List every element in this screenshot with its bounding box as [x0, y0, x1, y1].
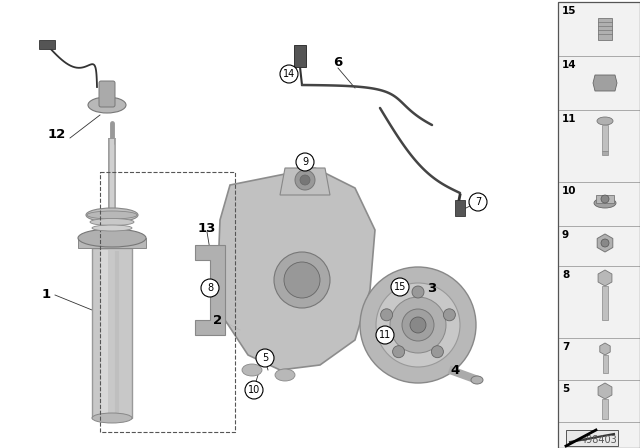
Text: 8: 8	[207, 283, 213, 293]
Circle shape	[300, 175, 310, 185]
Text: 11: 11	[562, 114, 577, 124]
Bar	[100, 172, 235, 432]
Bar	[558, 338, 640, 380]
Bar	[602, 125, 608, 151]
Text: 8: 8	[562, 270, 569, 280]
Text: 9: 9	[302, 157, 308, 167]
Circle shape	[391, 278, 409, 296]
Text: 3: 3	[428, 281, 436, 294]
Bar	[602, 151, 608, 155]
Circle shape	[601, 195, 609, 203]
Bar	[558, 110, 640, 182]
Ellipse shape	[594, 198, 616, 208]
Circle shape	[295, 170, 315, 190]
Ellipse shape	[87, 211, 137, 219]
Circle shape	[280, 65, 298, 83]
Circle shape	[360, 267, 476, 383]
Ellipse shape	[242, 364, 262, 376]
Text: 15: 15	[394, 282, 406, 292]
Polygon shape	[600, 343, 610, 355]
Bar	[455, 200, 465, 216]
Text: 7: 7	[475, 197, 481, 207]
Polygon shape	[593, 75, 617, 91]
Circle shape	[392, 346, 404, 358]
Bar	[558, 2, 640, 56]
Ellipse shape	[90, 219, 134, 225]
Polygon shape	[598, 383, 612, 399]
Polygon shape	[598, 270, 612, 286]
Bar	[78, 238, 146, 248]
Text: 9: 9	[562, 230, 569, 240]
Circle shape	[601, 239, 609, 247]
Text: 12: 12	[48, 129, 66, 142]
Bar	[558, 2, 640, 448]
Circle shape	[274, 252, 330, 308]
Text: 10: 10	[562, 186, 577, 196]
Polygon shape	[596, 195, 614, 203]
Bar	[558, 422, 640, 448]
Circle shape	[402, 309, 434, 341]
Text: 7: 7	[562, 342, 570, 352]
Ellipse shape	[92, 413, 132, 423]
Polygon shape	[218, 168, 375, 370]
Text: 11: 11	[379, 330, 391, 340]
Bar	[602, 355, 607, 373]
Text: 15: 15	[562, 6, 577, 16]
Polygon shape	[597, 234, 612, 252]
Ellipse shape	[92, 225, 132, 231]
Circle shape	[381, 309, 392, 321]
Circle shape	[296, 153, 314, 171]
Circle shape	[376, 283, 460, 367]
Text: 1: 1	[42, 289, 51, 302]
Text: 5: 5	[262, 353, 268, 363]
Circle shape	[390, 297, 446, 353]
Bar	[558, 226, 640, 266]
Text: 5: 5	[562, 384, 569, 394]
Bar	[558, 56, 640, 110]
Circle shape	[444, 309, 456, 321]
Bar	[558, 380, 640, 422]
Circle shape	[256, 349, 274, 367]
Circle shape	[469, 193, 487, 211]
Text: 498403: 498403	[580, 435, 618, 445]
Text: 14: 14	[562, 60, 577, 70]
Bar	[558, 266, 640, 338]
Text: 13: 13	[198, 221, 216, 234]
FancyBboxPatch shape	[99, 81, 115, 107]
Bar	[92, 248, 132, 418]
Circle shape	[410, 317, 426, 333]
Text: 10: 10	[248, 385, 260, 395]
Ellipse shape	[78, 229, 146, 247]
Ellipse shape	[88, 97, 126, 113]
Text: 2: 2	[213, 314, 223, 327]
Polygon shape	[280, 168, 330, 195]
Text: 14: 14	[283, 69, 295, 79]
Text: 6: 6	[333, 56, 342, 69]
Ellipse shape	[275, 369, 295, 381]
Polygon shape	[566, 430, 618, 446]
Ellipse shape	[86, 208, 138, 222]
Bar	[602, 286, 608, 320]
Bar	[558, 182, 640, 226]
Bar	[294, 45, 306, 67]
Circle shape	[376, 326, 394, 344]
Bar	[602, 399, 608, 419]
Bar	[598, 18, 612, 40]
Ellipse shape	[597, 117, 613, 125]
Circle shape	[431, 346, 444, 358]
Circle shape	[284, 262, 320, 298]
Circle shape	[245, 381, 263, 399]
Circle shape	[201, 279, 219, 297]
Circle shape	[412, 286, 424, 298]
Ellipse shape	[471, 376, 483, 384]
Bar	[39, 40, 55, 49]
Text: 4: 4	[451, 363, 460, 376]
Polygon shape	[195, 245, 225, 335]
